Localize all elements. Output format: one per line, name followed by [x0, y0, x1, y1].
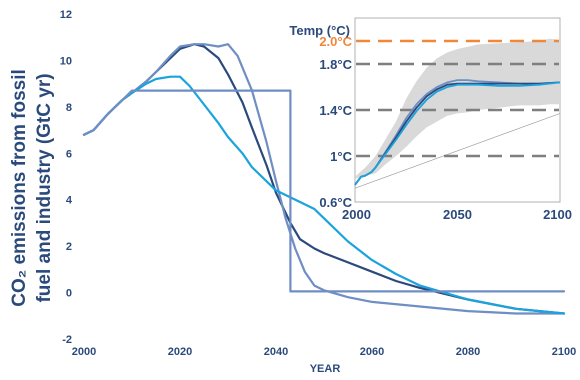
y-tick-label: 6 [66, 148, 72, 160]
inset-y-tick-label: 1.4°C [319, 103, 352, 118]
thin-reference-line [354, 113, 561, 189]
inset-y-tick-label: 0.6°C [319, 195, 352, 210]
x-tick-label: 2040 [264, 346, 288, 358]
inset-x-tick-label: 2050 [443, 207, 472, 222]
y-tick-label: 2 [66, 241, 72, 253]
inset-y-tick-label: 1.8°C [319, 57, 352, 72]
y-tick-label: 4 [66, 195, 73, 207]
y-tick-label: 0 [66, 288, 72, 300]
y-tick-label: 10 [60, 55, 72, 67]
inset-title: Temp (°C) [289, 23, 350, 38]
inset-y-tick-label: 1°C [330, 149, 352, 164]
inset-x-tick-label: 2100 [543, 207, 572, 222]
inset-x-tick-label: 2000 [342, 207, 371, 222]
x-tick-label: 2100 [552, 346, 576, 358]
x-tick-label: 2060 [360, 346, 384, 358]
inset-series-group [354, 38, 561, 189]
y-axis-label-line-1: CO₂ emissions from fossil [9, 69, 30, 307]
x-tick-label: 2020 [168, 346, 192, 358]
inset-y-tick-label: 2.0°C [319, 34, 352, 49]
y-axis-label: CO₂ emissions from fossil fuel and indus… [9, 69, 55, 307]
main-series-group [82, 43, 566, 315]
main-plot: -2 0 2 4 6 8 10 12 2000 2020 2040 2060 2080 2100 YEAR… [9, 9, 576, 375]
x-axis-label: YEAR [310, 363, 341, 375]
temperature-series-line-3 [354, 81, 561, 186]
y-axis-label-line-2: fuel and industry (GtC yr) [34, 73, 55, 302]
y-tick-label: 8 [66, 102, 72, 114]
x-tick-label: 2080 [456, 346, 480, 358]
y-tick-label: -2 [62, 334, 72, 346]
x-tick-label: 2000 [72, 346, 96, 358]
y-tick-label: 12 [60, 9, 72, 21]
emission-series-line-4 [82, 89, 566, 293]
main-tick-labels: -2 0 2 4 6 8 10 12 2000 2020 2040 2060 2080 2100 [60, 9, 576, 358]
